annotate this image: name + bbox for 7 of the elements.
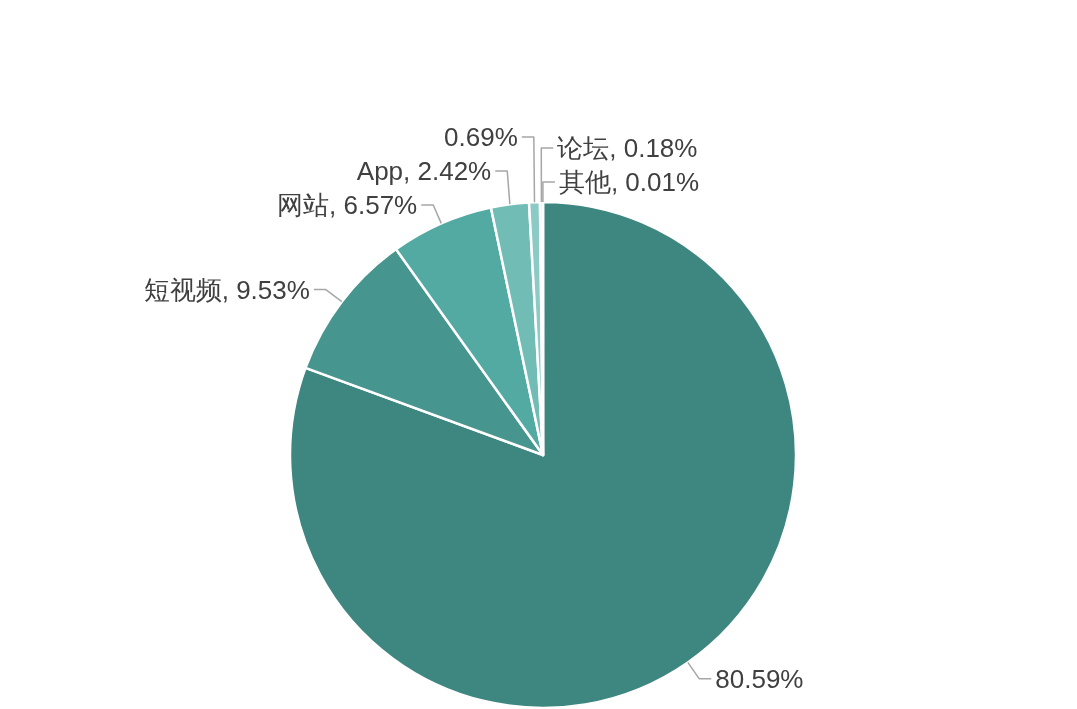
slice-label: 论坛, 0.18% bbox=[557, 133, 698, 163]
slice-label: App, 2.42% bbox=[356, 156, 492, 187]
data-label: 80.59% bbox=[715, 663, 804, 694]
data-label: 0.69% bbox=[444, 122, 518, 153]
slice-label: 其他, 0.01% bbox=[558, 167, 700, 197]
slice-label: 网站, 6.57% bbox=[277, 190, 418, 221]
slice-label: 短视频, 9.53% bbox=[143, 274, 310, 305]
